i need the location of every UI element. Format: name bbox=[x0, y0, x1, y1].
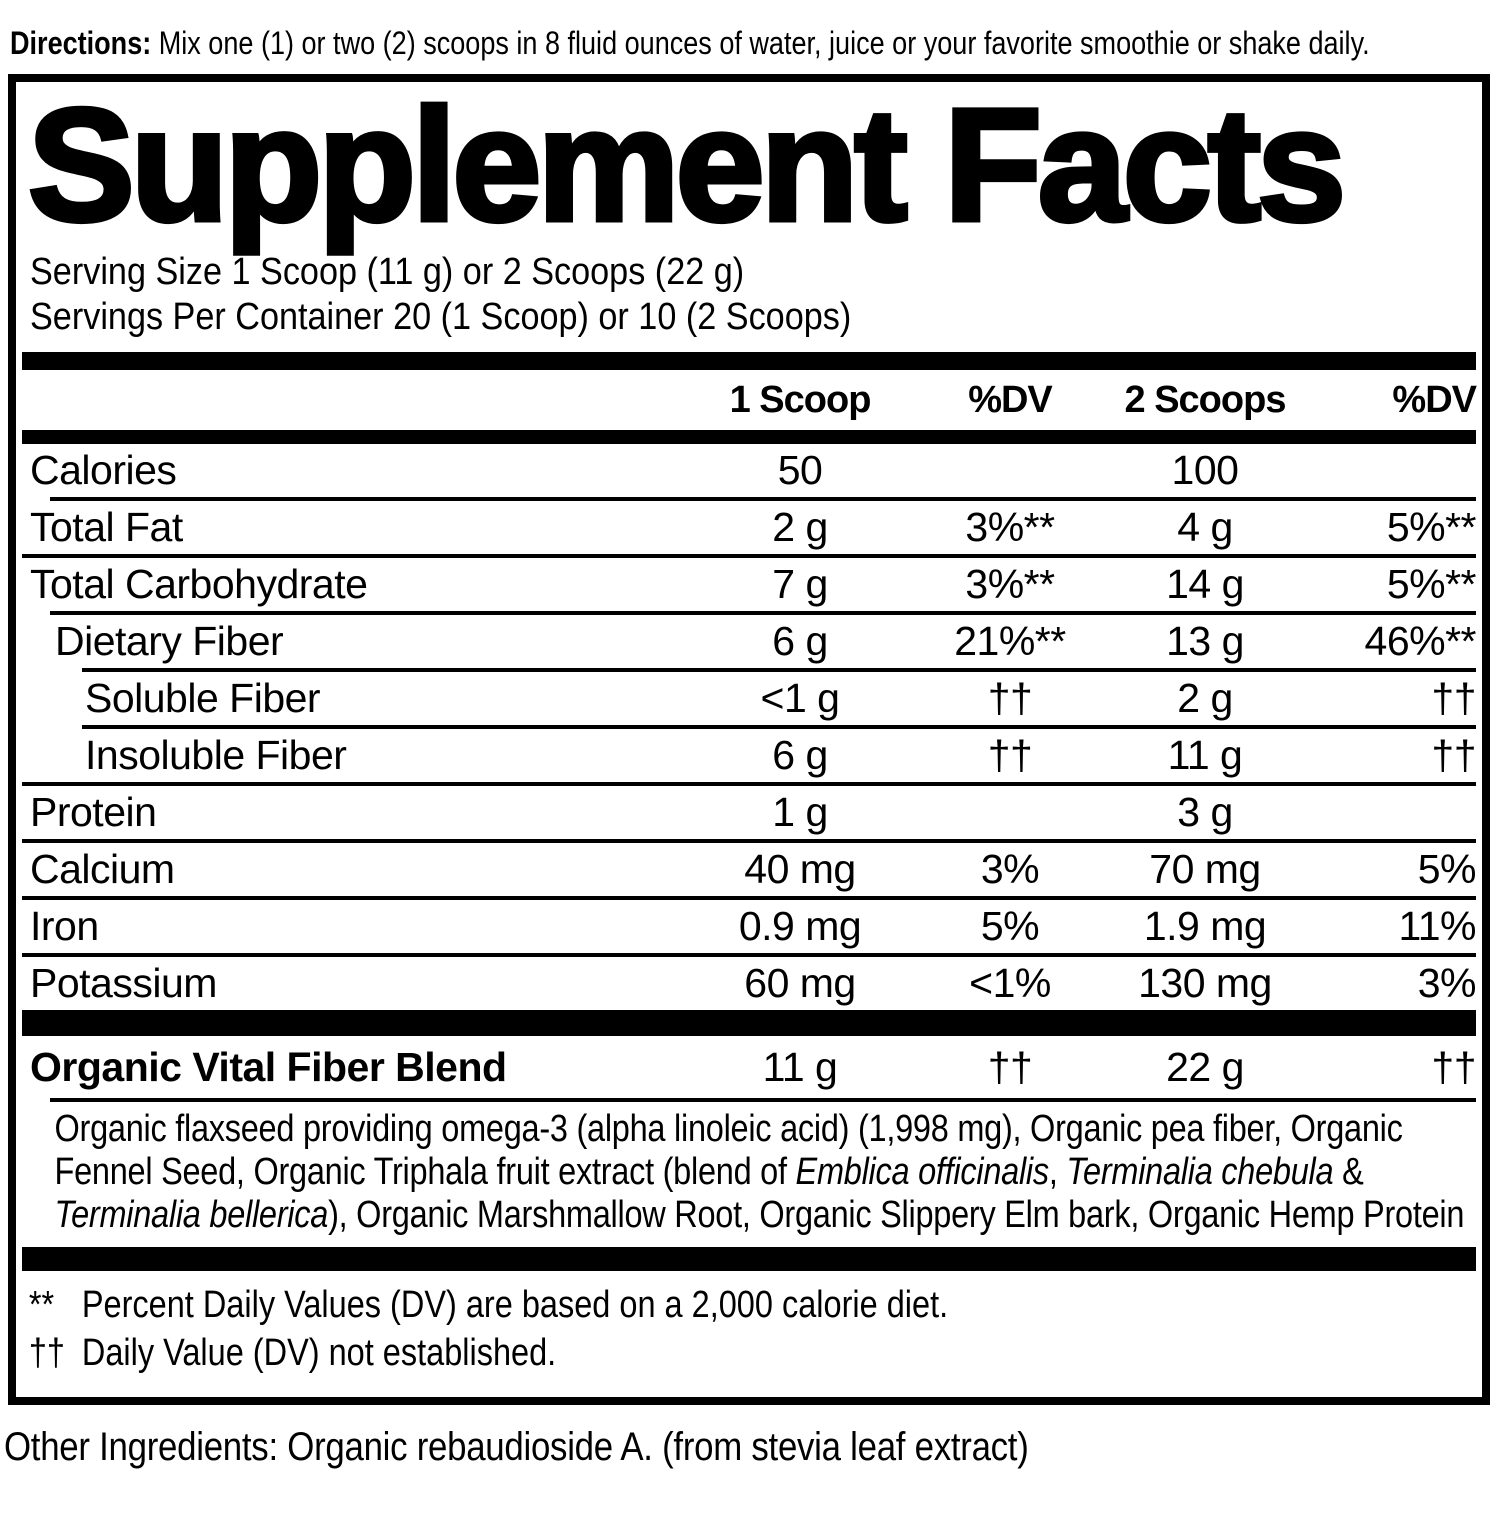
directions-line: Directions: Mix one (1) or two (2) scoop… bbox=[10, 24, 1370, 62]
amount-1scoop: 0.9 mg bbox=[738, 903, 862, 949]
blend-description: Organic flaxseed providing omega-3 (alph… bbox=[54, 1108, 1465, 1236]
table-row-protein: Protein 1 g 3 g bbox=[22, 786, 1476, 839]
amount-1scoop: 7 g bbox=[772, 561, 828, 607]
dv-1scoop: 3%** bbox=[965, 504, 1055, 550]
row-separator bbox=[22, 554, 1476, 558]
amount-2scoops: 14 g bbox=[1166, 561, 1244, 607]
amount-1scoop: 1 g bbox=[772, 789, 828, 835]
column-header-2scoops: 2 Scoops bbox=[1124, 379, 1287, 421]
dv-1scoop: 21%** bbox=[954, 618, 1066, 664]
dv-1scoop: †† bbox=[987, 1043, 1033, 1090]
divider-thick bbox=[22, 352, 1476, 370]
amount-2scoops: 3 g bbox=[1177, 789, 1233, 835]
amount-2scoops: 100 bbox=[1171, 447, 1239, 493]
amount-2scoops: 13 g bbox=[1166, 618, 1244, 664]
dv-1scoop: 3%** bbox=[965, 561, 1055, 607]
dv-2scoops: 11% bbox=[1398, 903, 1476, 949]
dv-1scoop: †† bbox=[987, 675, 1033, 721]
row-separator bbox=[22, 782, 1476, 786]
table-row-insoluble-fiber: Insoluble Fiber 6 g †† 11 g †† bbox=[22, 729, 1477, 782]
amount-2scoops: 1.9 mg bbox=[1143, 903, 1267, 949]
divider-thick bbox=[22, 1247, 1476, 1271]
amount-2scoops: 22 g bbox=[1166, 1043, 1244, 1090]
nutrient-name: Calcium bbox=[30, 846, 175, 892]
dv-2scoops: 5%** bbox=[1386, 504, 1477, 550]
dv-2scoops: †† bbox=[1431, 675, 1476, 721]
column-header-1scoop: 1 Scoop bbox=[729, 379, 872, 421]
amount-2scoops: 4 g bbox=[1177, 504, 1233, 550]
table-row-soluble-fiber: Soluble Fiber <1 g †† 2 g †† bbox=[22, 672, 1477, 725]
footnote-dv-not-established: †† Daily Value (DV) not established. bbox=[29, 1329, 1484, 1377]
dv-2scoops: 3% bbox=[1417, 960, 1477, 1006]
row-separator bbox=[82, 725, 1476, 729]
directions-label: Directions: bbox=[10, 25, 152, 61]
supplement-facts-title: Supplement Facts bbox=[26, 75, 1349, 254]
dv-1scoop: †† bbox=[987, 732, 1033, 778]
table-row-organic-vital-fiber-blend: Organic Vital Fiber Blend 11 g †† 22 g †… bbox=[22, 1036, 1477, 1098]
table-row-calcium: Calcium 40 mg 3% 70 mg 5% bbox=[22, 843, 1477, 896]
nutrient-name: Total Carbohydrate bbox=[30, 561, 368, 607]
row-separator bbox=[22, 953, 1476, 957]
nutrient-name: Calories bbox=[30, 447, 177, 493]
footnote-text: Percent Daily Values (DV) are based on a… bbox=[81, 1284, 949, 1326]
row-separator bbox=[22, 839, 1476, 843]
dv-2scoops: 5% bbox=[1417, 846, 1477, 892]
footnote-marker: ** bbox=[28, 1284, 55, 1326]
table-row-total-carbohydrate: Total Carbohydrate 7 g 3%** 14 g 5%** bbox=[22, 558, 1477, 611]
column-header-dv1: %DV bbox=[968, 379, 1053, 421]
table-row-iron: Iron 0.9 mg 5% 1.9 mg 11% bbox=[22, 900, 1477, 953]
nutrient-name: Soluble Fiber bbox=[85, 675, 321, 721]
amount-2scoops: 2 g bbox=[1177, 675, 1233, 721]
column-header-dv2: %DV bbox=[1392, 379, 1477, 421]
footnote-daily-values: ** Percent Daily Values (DV) are based o… bbox=[29, 1281, 1484, 1329]
dv-2scoops: 46%** bbox=[1364, 618, 1477, 664]
table-row-calories: Calories 50 100 bbox=[22, 444, 1476, 497]
nutrient-name: Insoluble Fiber bbox=[85, 732, 347, 778]
supplement-facts-panel: Supplement Facts Serving Size 1 Scoop (1… bbox=[8, 74, 1490, 1405]
amount-2scoops: 11 g bbox=[1167, 732, 1243, 778]
footnotes: ** Percent Daily Values (DV) are based o… bbox=[22, 1271, 1483, 1391]
dv-1scoop: 3% bbox=[980, 846, 1040, 892]
amount-1scoop: 11 g bbox=[762, 1043, 838, 1090]
row-separator bbox=[50, 1098, 1476, 1102]
column-header-row: 1 Scoop %DV 2 Scoops %DV bbox=[22, 370, 1477, 430]
amount-1scoop: 6 g bbox=[772, 732, 828, 778]
amount-1scoop: 60 mg bbox=[744, 960, 856, 1006]
footnote-marker: †† bbox=[28, 1332, 65, 1374]
serving-size: Serving Size 1 Scoop (11 g) or 2 Scoops … bbox=[30, 251, 745, 293]
divider-medium bbox=[22, 430, 1476, 444]
divider-thick bbox=[22, 1010, 1476, 1036]
servings-per-container: Servings Per Container 20 (1 Scoop) or 1… bbox=[30, 296, 852, 338]
amount-1scoop: 6 g bbox=[772, 618, 828, 664]
amount-1scoop: 40 mg bbox=[744, 846, 856, 892]
other-ingredients: Other Ingredients: Organic rebaudioside … bbox=[4, 1425, 1029, 1469]
table-row-dietary-fiber: Dietary Fiber 6 g 21%** 13 g 46%** bbox=[22, 615, 1477, 668]
dv-1scoop: 5% bbox=[980, 903, 1040, 949]
nutrient-name: Potassium bbox=[30, 960, 217, 1006]
dv-2scoops: †† bbox=[1431, 732, 1476, 778]
table-row-total-fat: Total Fat 2 g 3%** 4 g 5%** bbox=[22, 501, 1477, 554]
footnote-text: Daily Value (DV) not established. bbox=[81, 1332, 557, 1374]
nutrient-name: Dietary Fiber bbox=[55, 618, 284, 664]
nutrient-name: Iron bbox=[30, 903, 99, 949]
amount-1scoop: 2 g bbox=[772, 504, 828, 550]
amount-2scoops: 70 mg bbox=[1149, 846, 1261, 892]
nutrient-name: Protein bbox=[30, 789, 157, 835]
dv-2scoops: 5%** bbox=[1386, 561, 1477, 607]
dv-2scoops: †† bbox=[1431, 1043, 1476, 1090]
row-separator bbox=[22, 896, 1476, 900]
row-separator bbox=[50, 611, 1476, 615]
amount-2scoops: 130 mg bbox=[1138, 960, 1272, 1006]
table-row-potassium: Potassium 60 mg <1% 130 mg 3% bbox=[22, 957, 1477, 1010]
dv-1scoop: <1% bbox=[969, 960, 1051, 1006]
amount-1scoop: <1 g bbox=[760, 675, 840, 721]
blend-name: Organic Vital Fiber Blend bbox=[30, 1043, 507, 1090]
row-separator bbox=[82, 668, 1476, 672]
row-separator bbox=[50, 497, 1476, 501]
directions-text: Mix one (1) or two (2) scoops in 8 fluid… bbox=[151, 25, 1370, 61]
nutrient-name: Total Fat bbox=[30, 504, 183, 550]
amount-1scoop: 50 bbox=[777, 447, 823, 493]
